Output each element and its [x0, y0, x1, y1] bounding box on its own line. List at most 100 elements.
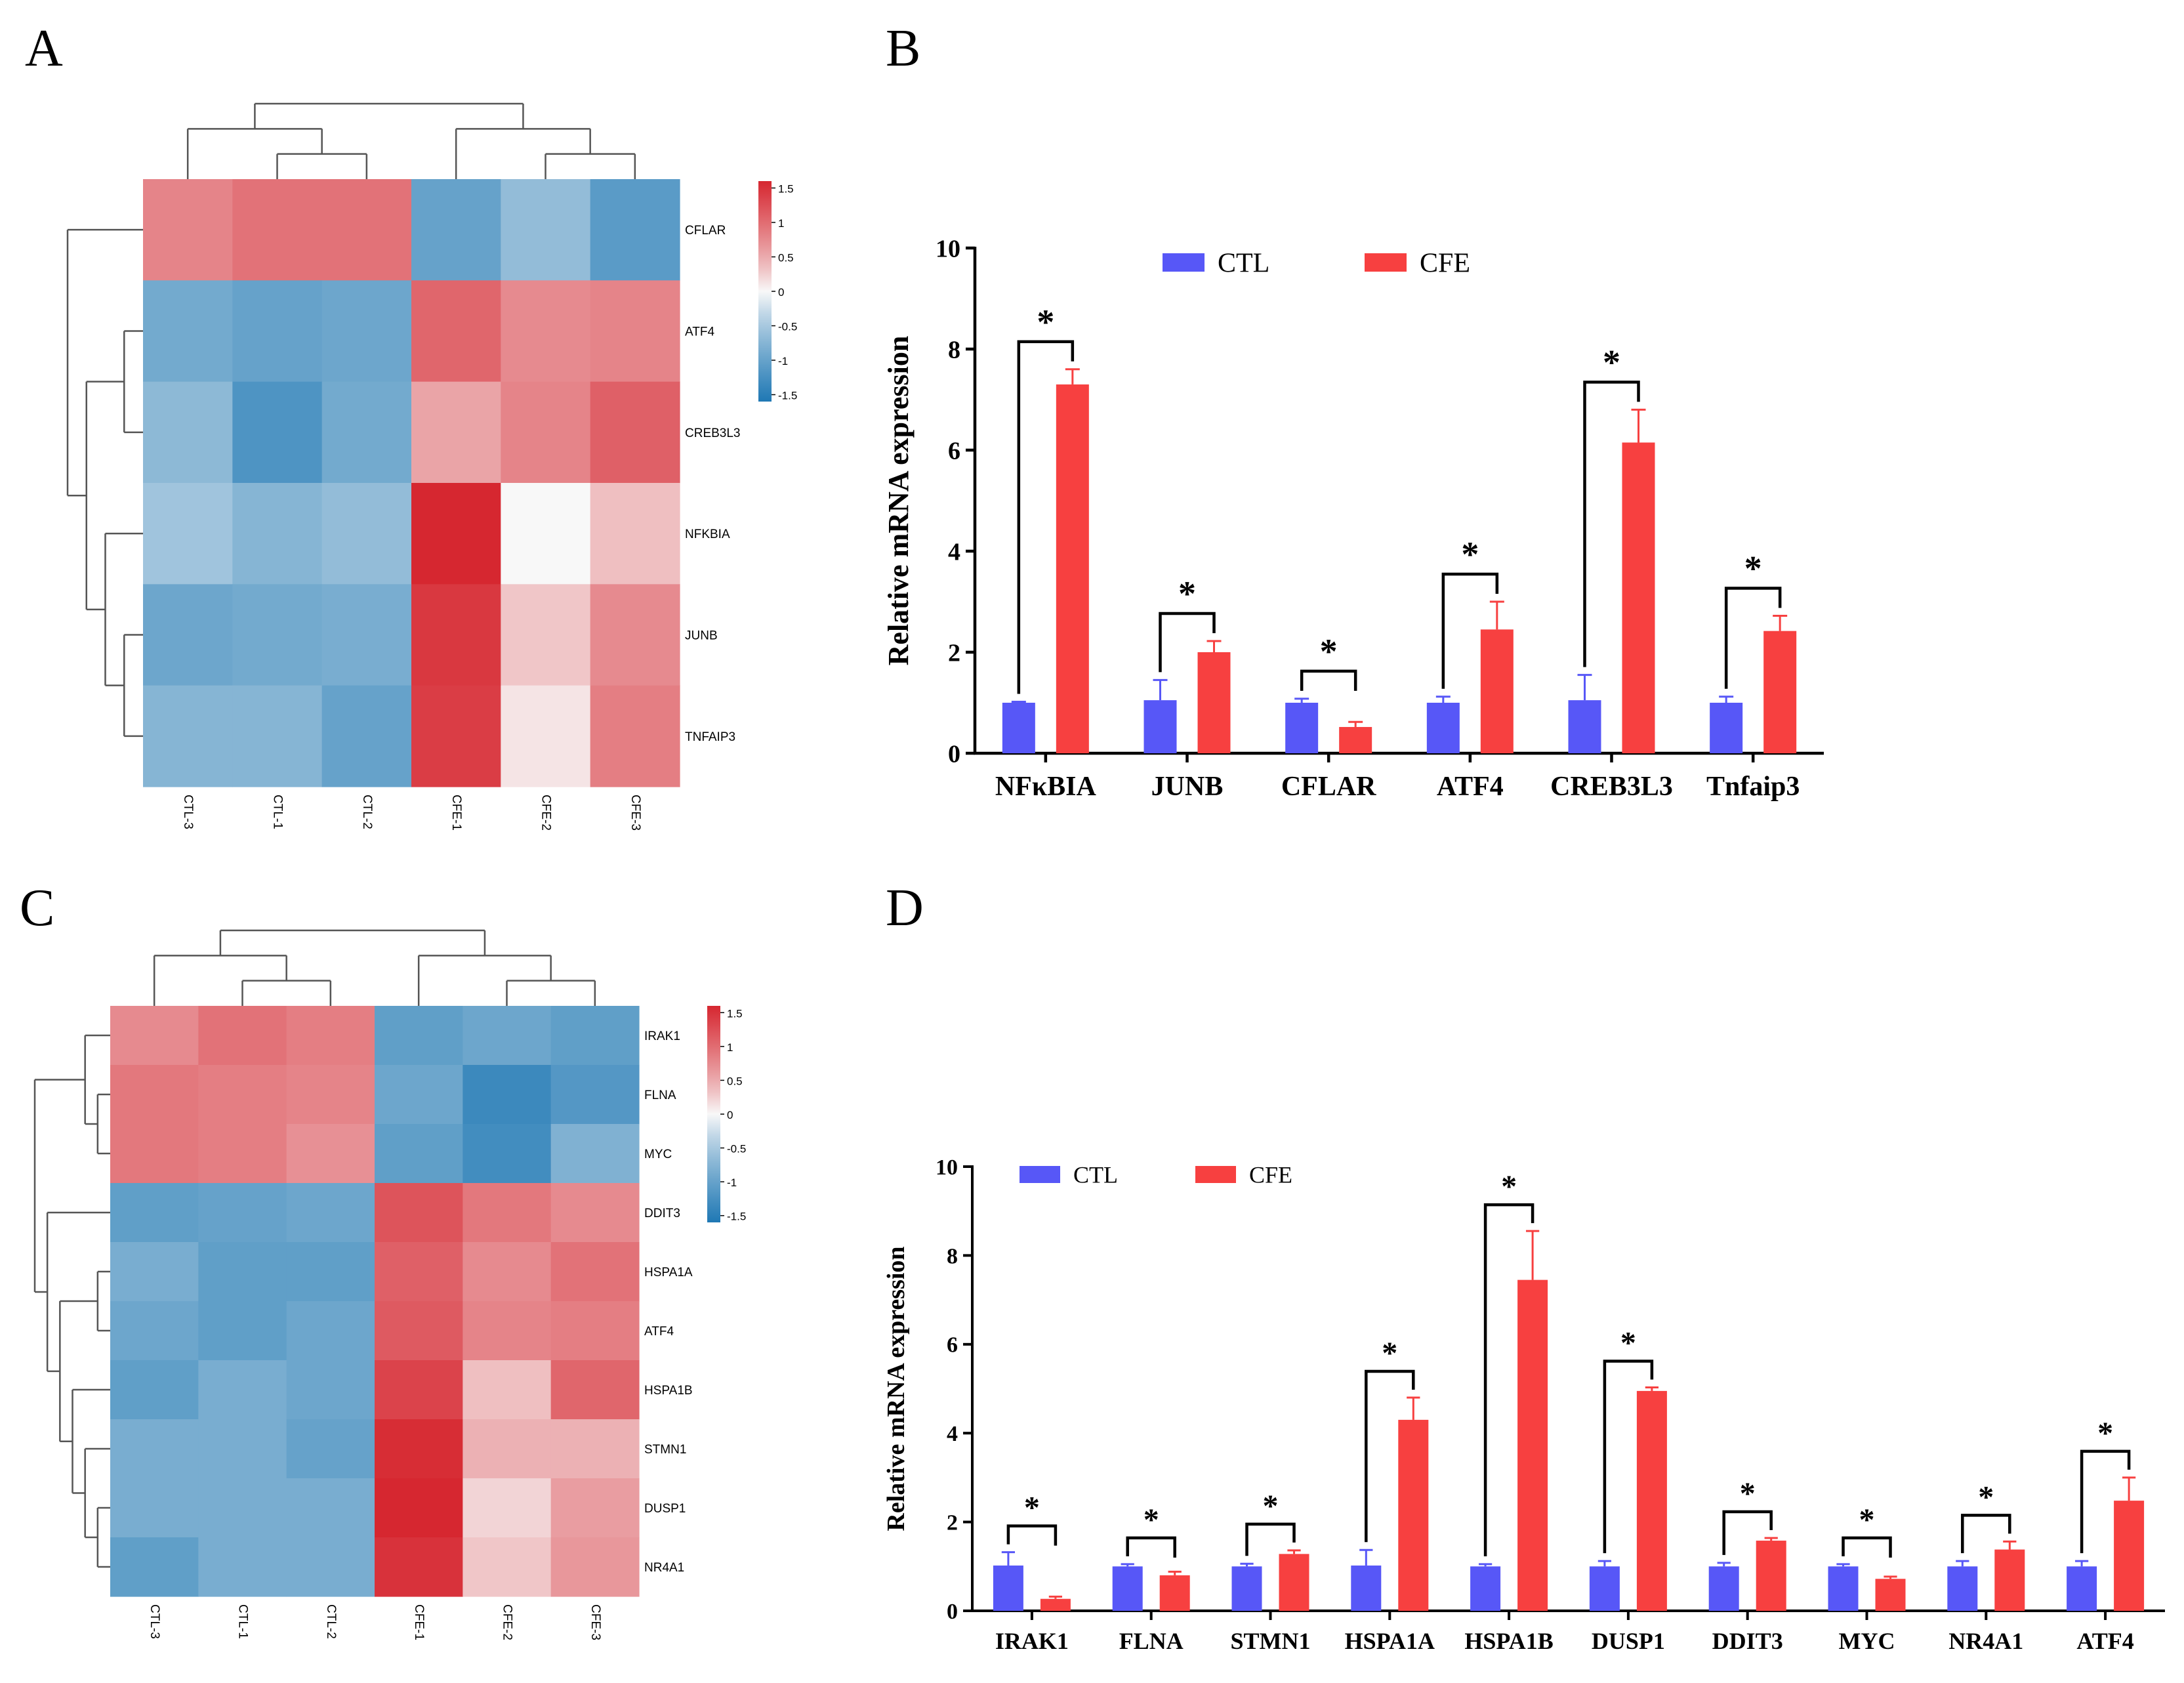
heatmap-cell — [198, 1183, 287, 1243]
heatmap-cell — [110, 1242, 199, 1302]
heatmap-cell — [286, 1006, 375, 1066]
heatmap-cell — [198, 1419, 287, 1479]
panel-label-a: A — [25, 20, 63, 77]
significance-marker: * — [1178, 574, 1196, 613]
bar-ctl — [1426, 703, 1460, 753]
heatmap-cell — [463, 1006, 552, 1066]
column-label: CTL-2 — [360, 795, 374, 829]
bar-cfe — [1040, 1598, 1071, 1611]
y-tick-label: 0 — [947, 1600, 958, 1624]
bar-cfe — [1398, 1419, 1429, 1611]
category-label: NFκBIA — [995, 772, 1097, 802]
category-label: HSPA1B — [1464, 1628, 1553, 1654]
row-label: STMN1 — [644, 1443, 686, 1457]
panel-label-c: C — [20, 879, 54, 937]
bar-cfe — [1056, 384, 1089, 753]
y-axis-label: Relative mRNA expression — [882, 1246, 910, 1531]
heatmap-cell — [463, 1537, 552, 1597]
significance-marker: * — [1320, 632, 1338, 671]
significance-bracket — [1724, 587, 1782, 689]
y-tick-label: 4 — [948, 538, 960, 566]
heatmap-cell — [321, 179, 412, 281]
heatmap-cell — [590, 584, 680, 686]
significance-marker: * — [1744, 549, 1762, 589]
column-label: CFE-3 — [628, 795, 642, 831]
row-label: NFKBIA — [685, 528, 730, 541]
heatmap-cell — [411, 584, 501, 686]
significance-bracket — [1583, 381, 1640, 667]
heatmap-cell — [286, 1478, 375, 1538]
row-label: DUSP1 — [644, 1502, 686, 1516]
heatmap-cell — [143, 584, 233, 686]
significance-bracket — [1300, 669, 1357, 691]
heatmap-cell — [286, 1419, 375, 1479]
column-label: CTL-3 — [181, 795, 195, 829]
significance-bracket — [1017, 340, 1075, 694]
column-label: CTL-1 — [236, 1604, 249, 1639]
category-label: MYC — [1839, 1628, 1895, 1654]
colorbar-tick-label: -0.5 — [727, 1143, 746, 1155]
heatmap-cell — [375, 1360, 463, 1420]
category-label: ATF4 — [2076, 1628, 2133, 1654]
y-tick-label: 6 — [947, 1333, 958, 1358]
significance-bracket — [1365, 1369, 1415, 1543]
row-label: ATF4 — [685, 325, 714, 339]
bar-cfe — [1994, 1549, 2025, 1611]
bar-cfe — [1197, 652, 1231, 753]
colorbar-tick-label: -1.5 — [727, 1211, 746, 1223]
heatmap-cell — [143, 179, 233, 281]
heatmap-cell — [110, 1183, 199, 1243]
heatmap-cell — [550, 1360, 640, 1420]
heatmap-cell — [321, 685, 412, 787]
bar-ctl — [1285, 703, 1319, 753]
colorbar-tick-label: -1 — [778, 355, 788, 367]
heatmap-c: IRAK1 FLNA MYC DDIT3 HSPA1A ATF4 HSPA1B STMN1 DU… — [33, 929, 746, 1640]
bar-chart-b: 0 2 4 6 8 10 Relative mRNA expression * NFκBIA * J… — [882, 235, 1824, 802]
category-label: DDIT3 — [1712, 1628, 1783, 1654]
significance-marker: * — [1382, 1336, 1397, 1371]
bar-cfe — [1875, 1579, 1906, 1611]
heatmap-cell — [286, 1124, 375, 1184]
heatmap-cell — [590, 179, 680, 281]
legend-label: CTL — [1073, 1162, 1118, 1188]
bar-ctl — [1947, 1566, 1978, 1611]
heatmap-cell — [198, 1065, 287, 1125]
heatmap-cell — [110, 1301, 199, 1361]
panel-label-d: D — [886, 879, 924, 937]
heatmap-cell — [411, 685, 501, 787]
legend-swatch-ctl — [1020, 1166, 1060, 1183]
bar-cfe — [2114, 1501, 2145, 1611]
significance-marker: * — [1501, 1169, 1517, 1204]
heatmap-cell — [411, 179, 501, 281]
heatmap-cell — [321, 584, 412, 686]
category-label: STMN1 — [1230, 1628, 1310, 1654]
category-label: FLNA — [1119, 1628, 1184, 1654]
heatmap-cell — [550, 1065, 640, 1125]
colorbar-tick-label: 0 — [727, 1109, 733, 1121]
colorbar-tick-label: 1 — [727, 1041, 733, 1054]
colorbar-tick-label: 0.5 — [778, 252, 794, 264]
y-tick-label: 8 — [948, 336, 960, 364]
heatmap-cell — [321, 483, 412, 585]
heatmap-cell — [411, 483, 501, 585]
heatmap-cell — [375, 1065, 463, 1125]
heatmap-cell — [198, 1301, 287, 1361]
heatmap-cell — [550, 1537, 640, 1597]
row-label: TNFAIP3 — [685, 730, 735, 744]
colorbar-tick-label: 1.5 — [778, 183, 794, 196]
row-label: ATF4 — [644, 1325, 674, 1339]
heatmap-cell — [463, 1065, 552, 1125]
heatmap-cell — [198, 1242, 287, 1302]
heatmap-cell — [590, 280, 680, 383]
bar-cfe — [1763, 631, 1797, 753]
category-label: NR4A1 — [1948, 1628, 2023, 1654]
row-label: DDIT3 — [644, 1207, 680, 1220]
legend-swatch-cfe — [1195, 1166, 1236, 1183]
colorbar-tick-label: -1 — [727, 1176, 737, 1189]
significance-marker: * — [1461, 535, 1479, 574]
heatmap-cell — [550, 1301, 640, 1361]
significance-marker: * — [1978, 1480, 1994, 1514]
row-label: IRAK1 — [644, 1029, 680, 1043]
y-tick-label: 0 — [948, 740, 960, 768]
heatmap-cell — [232, 280, 323, 383]
